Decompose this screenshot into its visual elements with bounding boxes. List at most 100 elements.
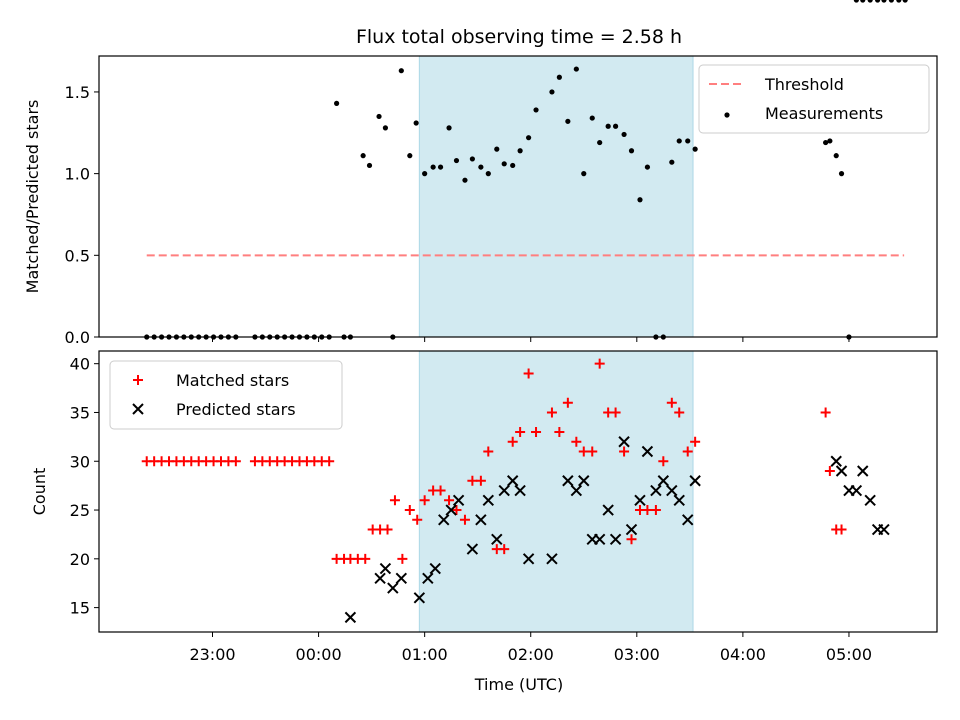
data-point — [589, 115, 595, 121]
data-point — [820, 407, 831, 418]
data-point — [526, 135, 532, 141]
y-tick-label: 30 — [70, 452, 90, 471]
data-point — [499, 544, 510, 555]
data-point — [554, 426, 565, 437]
data-point — [827, 138, 833, 144]
data-point — [562, 475, 574, 487]
data-point — [452, 494, 465, 506]
data-point — [453, 157, 460, 164]
data-point — [435, 485, 446, 496]
data-point — [407, 153, 413, 159]
legend-label: Predicted stars — [176, 400, 296, 419]
data-point — [565, 118, 571, 124]
data-point — [612, 123, 619, 129]
data-point — [896, 0, 902, 3]
shaded-region — [418, 350, 694, 633]
data-point — [878, 523, 890, 536]
x-tick-label: 04:00 — [720, 645, 766, 664]
data-point — [475, 475, 486, 486]
data-point — [570, 484, 583, 497]
data-point — [469, 156, 475, 162]
data-point — [413, 120, 419, 126]
data-point — [482, 494, 495, 506]
data-point — [830, 455, 842, 467]
data-point — [674, 407, 685, 418]
data-point — [650, 484, 662, 497]
y-axis-label: Matched/Predicted stars — [23, 100, 42, 294]
data-point — [438, 514, 450, 526]
data-point — [515, 426, 526, 437]
x-tick-label: 03:00 — [614, 645, 660, 664]
y-axis-label: Count — [30, 468, 49, 516]
data-point — [609, 533, 622, 546]
data-point — [628, 148, 635, 154]
data-point — [593, 533, 606, 546]
data-point — [690, 436, 701, 447]
data-point — [498, 484, 510, 497]
data-point — [501, 161, 507, 167]
data-point — [689, 475, 701, 487]
data-point — [888, 0, 894, 3]
data-point — [682, 446, 693, 457]
data-point — [666, 484, 678, 497]
data-point — [546, 553, 558, 565]
data-point — [605, 123, 611, 129]
y-tick-label: 40 — [70, 355, 90, 374]
data-point — [618, 436, 630, 448]
data-point — [382, 524, 393, 535]
data-point — [382, 125, 389, 131]
data-point — [419, 495, 430, 506]
data-point — [562, 397, 573, 408]
data-point — [594, 358, 605, 369]
series-matched-stars — [142, 359, 847, 564]
data-point — [650, 505, 661, 516]
data-point — [860, 0, 866, 3]
data-point — [835, 465, 848, 477]
data-point — [376, 113, 382, 120]
legend-label: Threshold — [764, 75, 844, 94]
data-point — [602, 504, 614, 516]
data-point — [387, 582, 399, 594]
data-point — [578, 475, 590, 487]
data-point — [506, 475, 519, 487]
data-point — [445, 504, 457, 516]
data-point — [658, 456, 669, 467]
y-tick-label: 0.5 — [65, 246, 90, 265]
data-point — [637, 197, 643, 203]
x-tick-label: 00:00 — [296, 645, 342, 664]
data-point — [625, 523, 638, 536]
y-tick-label: 0.0 — [65, 328, 90, 347]
data-point — [669, 159, 675, 165]
data-point — [836, 524, 847, 535]
data-point — [619, 446, 630, 457]
shaded-region — [418, 55, 694, 338]
legend-box — [698, 64, 930, 134]
data-point — [422, 572, 434, 585]
data-point — [494, 146, 500, 152]
data-point — [467, 475, 478, 486]
data-point — [641, 445, 654, 458]
data-point — [587, 446, 598, 457]
data-point — [507, 436, 518, 447]
data-point — [422, 171, 428, 177]
data-point — [462, 177, 468, 183]
data-point — [366, 162, 373, 169]
data-point — [404, 505, 415, 516]
data-point — [437, 164, 444, 170]
data-point — [510, 162, 516, 169]
x-axis-label: Time (UTC) — [474, 675, 563, 694]
data-point — [475, 514, 487, 526]
legend-marker — [132, 403, 144, 415]
data-point — [902, 0, 908, 3]
legend-marker — [133, 375, 143, 385]
data-point — [360, 553, 371, 564]
x-tick-label: 02:00 — [508, 645, 554, 664]
data-point — [874, 0, 881, 3]
data-point — [666, 397, 677, 408]
data-point — [556, 74, 562, 80]
data-point — [823, 139, 829, 146]
data-point — [517, 148, 523, 154]
data-point — [478, 164, 484, 170]
data-point — [459, 514, 470, 525]
data-point — [523, 368, 534, 379]
